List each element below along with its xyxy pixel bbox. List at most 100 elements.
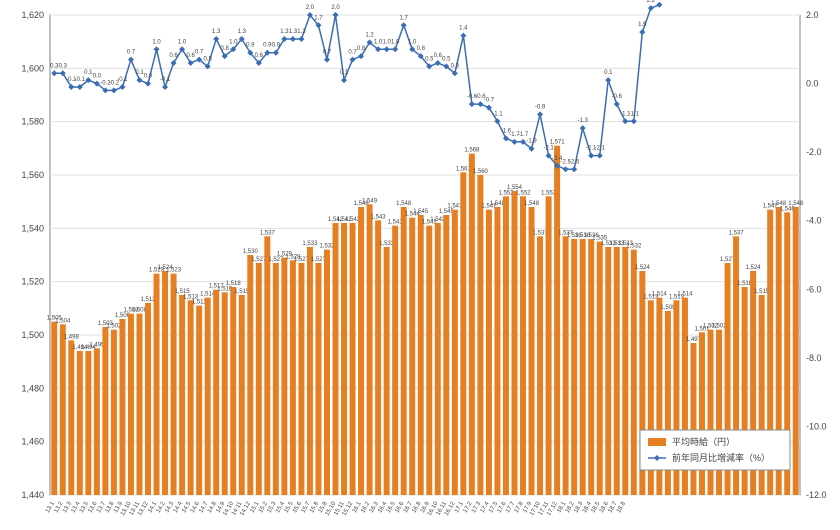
svg-text:2.0: 2.0 (306, 5, 315, 11)
svg-text:1.5: 1.5 (638, 22, 647, 28)
bar (333, 223, 339, 495)
bar (51, 322, 57, 495)
svg-text:0.9: 0.9 (272, 43, 281, 49)
bar (546, 196, 552, 495)
svg-text:0.9: 0.9 (246, 43, 255, 49)
svg-text:0.7: 0.7 (195, 50, 204, 56)
bar (171, 274, 177, 495)
bar (443, 215, 449, 495)
bar (512, 191, 518, 495)
svg-text:-0.1: -0.1 (75, 77, 86, 83)
svg-text:1,480: 1,480 (21, 383, 44, 393)
bar (605, 247, 611, 495)
svg-text:18.8: 18.8 (616, 500, 627, 514)
svg-text:1.2: 1.2 (365, 32, 374, 38)
bar (614, 247, 620, 495)
svg-text:-0.1: -0.1 (160, 77, 171, 83)
svg-text:1.0: 1.0 (229, 39, 238, 45)
bar (401, 207, 407, 495)
bar (409, 218, 415, 495)
bar (154, 274, 160, 495)
bar (196, 306, 202, 495)
bar (111, 330, 117, 495)
svg-text:0.0: 0.0 (93, 74, 102, 80)
svg-text:1,560: 1,560 (21, 170, 44, 180)
bar (162, 271, 168, 495)
bar (102, 327, 108, 495)
bar (68, 340, 74, 495)
svg-text:1,530: 1,530 (243, 249, 259, 255)
svg-text:0.3: 0.3 (451, 63, 460, 69)
bar (392, 226, 398, 495)
bar (281, 258, 287, 495)
svg-text:0.6: 0.6 (169, 53, 178, 59)
bar (554, 146, 560, 495)
svg-text:1,580: 1,580 (21, 117, 44, 127)
svg-text:-0.1: -0.1 (117, 77, 128, 83)
legend-bar-label: 平均時給（円） (672, 436, 735, 447)
svg-text:1,549: 1,549 (362, 198, 378, 204)
svg-text:2.3: 2.3 (655, 0, 664, 1)
svg-text:1.4: 1.4 (459, 26, 468, 32)
bar (128, 314, 134, 495)
bar (503, 196, 509, 495)
svg-text:1,504: 1,504 (55, 318, 71, 324)
svg-text:-0.7: -0.7 (484, 98, 495, 104)
bar (469, 154, 475, 495)
svg-text:1,540: 1,540 (21, 223, 44, 233)
svg-text:0.0: 0.0 (806, 79, 819, 89)
bar (256, 263, 262, 495)
bar (85, 351, 91, 495)
svg-text:1,460: 1,460 (21, 437, 44, 447)
svg-text:0.1: 0.1 (340, 70, 349, 76)
svg-text:1,520: 1,520 (21, 277, 44, 287)
svg-text:1,548: 1,548 (396, 201, 412, 207)
svg-text:1,543: 1,543 (371, 214, 387, 220)
bar (580, 239, 586, 495)
bar (137, 314, 143, 495)
bar (793, 207, 799, 495)
svg-text:1,600: 1,600 (21, 63, 44, 73)
bar (307, 247, 313, 495)
svg-text:1.3: 1.3 (212, 29, 221, 35)
bar (264, 236, 270, 495)
svg-text:1.3: 1.3 (297, 29, 306, 35)
bar (588, 239, 594, 495)
bar (60, 324, 66, 495)
svg-text:1,440: 1,440 (21, 490, 44, 500)
svg-text:-1.9: -1.9 (526, 139, 537, 145)
bar (324, 250, 330, 495)
svg-text:1.7: 1.7 (314, 15, 323, 21)
bar (239, 295, 245, 495)
svg-text:1,524: 1,524 (746, 265, 762, 271)
bar (341, 223, 347, 495)
svg-text:0.5: 0.5 (203, 56, 212, 62)
bar (230, 287, 236, 495)
svg-text:1,537: 1,537 (260, 230, 276, 236)
svg-text:1.7: 1.7 (400, 15, 409, 21)
svg-text:1.0: 1.0 (178, 39, 187, 45)
bar (290, 260, 296, 495)
bar (358, 207, 364, 495)
bar (205, 298, 211, 495)
bar (418, 215, 424, 495)
bar (460, 172, 466, 495)
legend (640, 430, 790, 470)
bar (315, 263, 321, 495)
svg-text:1,537: 1,537 (729, 230, 745, 236)
bar (179, 295, 185, 495)
bar (119, 319, 125, 495)
svg-text:1,514: 1,514 (652, 292, 668, 298)
svg-text:-2.0: -2.0 (806, 147, 822, 157)
svg-text:1.0: 1.0 (408, 39, 417, 45)
svg-text:0.6: 0.6 (255, 53, 264, 59)
bar (452, 210, 458, 495)
bar (213, 290, 219, 495)
svg-text:0.7: 0.7 (323, 50, 332, 56)
bar (426, 226, 432, 495)
svg-text:1,545: 1,545 (413, 209, 429, 215)
svg-text:1.0: 1.0 (152, 39, 161, 45)
svg-text:-8.0: -8.0 (806, 353, 822, 363)
bar (94, 348, 100, 495)
svg-text:0.7: 0.7 (127, 50, 136, 56)
